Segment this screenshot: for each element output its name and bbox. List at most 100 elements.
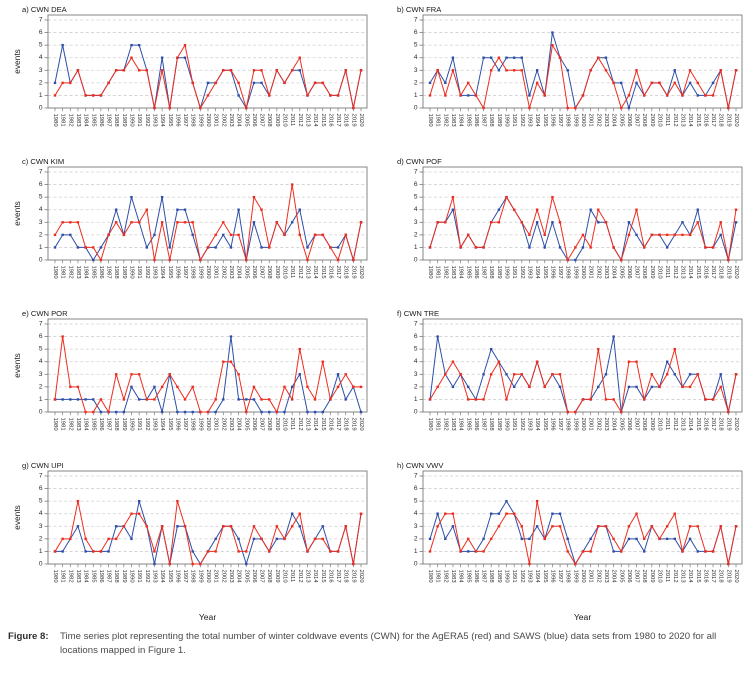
chart-cwn-tre: 0 1 2 3 4 5 6 7 1980 1981 1982 1983 1984 1985 1986 1987… xyxy=(397,309,743,431)
y-axis-labels: 0 1 2 3 4 5 6 7 xyxy=(414,169,423,264)
svg-text:1986: 1986 xyxy=(98,114,104,128)
svg-text:1986: 1986 xyxy=(473,570,479,584)
svg-text:2007: 2007 xyxy=(259,418,265,431)
y-axis-labels: 0 1 2 3 4 5 6 7 xyxy=(414,473,423,568)
svg-text:6: 6 xyxy=(414,485,418,492)
svg-text:2013: 2013 xyxy=(304,114,310,128)
agera5-series-markers xyxy=(53,335,363,414)
svg-text:2014: 2014 xyxy=(312,114,318,128)
svg-text:2004: 2004 xyxy=(236,266,242,280)
saws-series-markers xyxy=(428,195,738,262)
svg-text:1993: 1993 xyxy=(526,418,532,432)
svg-text:1997: 1997 xyxy=(182,114,188,127)
svg-text:2013: 2013 xyxy=(304,418,310,432)
svg-text:2017: 2017 xyxy=(335,114,341,127)
svg-text:2019: 2019 xyxy=(350,418,356,431)
svg-text:1985: 1985 xyxy=(465,114,471,128)
svg-text:1981: 1981 xyxy=(435,570,441,583)
svg-text:2015: 2015 xyxy=(320,418,326,432)
svg-text:2019: 2019 xyxy=(350,570,356,583)
svg-text:1983: 1983 xyxy=(450,114,456,128)
svg-text:0: 0 xyxy=(39,105,43,112)
x-axis-labels: 1980 1981 1982 1983 1984 1985 1986 1987 1988 1989… xyxy=(427,412,739,431)
svg-text:1995: 1995 xyxy=(167,570,173,584)
svg-text:1994: 1994 xyxy=(159,266,165,280)
svg-text:1995: 1995 xyxy=(542,418,548,432)
svg-text:1998: 1998 xyxy=(190,114,196,128)
svg-text:2007: 2007 xyxy=(259,266,265,279)
svg-text:1984: 1984 xyxy=(458,114,464,128)
svg-text:2020: 2020 xyxy=(733,114,739,128)
svg-text:5: 5 xyxy=(39,346,43,353)
svg-text:1992: 1992 xyxy=(144,114,150,127)
svg-text:1990: 1990 xyxy=(504,570,510,584)
svg-text:2019: 2019 xyxy=(350,266,356,279)
svg-text:1984: 1984 xyxy=(458,570,464,584)
svg-text:2005: 2005 xyxy=(243,114,249,128)
svg-text:1980: 1980 xyxy=(427,266,433,280)
svg-text:1998: 1998 xyxy=(190,418,196,432)
svg-text:1999: 1999 xyxy=(572,418,578,431)
plot-border xyxy=(422,318,743,413)
svg-text:1989: 1989 xyxy=(121,266,127,279)
svg-text:2015: 2015 xyxy=(320,570,326,584)
svg-text:1989: 1989 xyxy=(121,114,127,127)
svg-text:1996: 1996 xyxy=(174,418,180,432)
svg-text:1993: 1993 xyxy=(526,266,532,280)
subplot-a-cwn-dea: 0 1 2 3 4 5 6 7 1980 1981 1982 1983 1984 1985 1986 1987… xyxy=(0,4,375,156)
svg-text:2008: 2008 xyxy=(641,266,647,280)
svg-text:2019: 2019 xyxy=(350,114,356,127)
agera5-series-markers xyxy=(53,43,363,110)
svg-text:1989: 1989 xyxy=(121,418,127,431)
svg-text:1983: 1983 xyxy=(450,570,456,584)
svg-text:3: 3 xyxy=(414,523,418,530)
svg-text:2010: 2010 xyxy=(282,114,288,128)
svg-text:1989: 1989 xyxy=(121,570,127,583)
chart-cwn-dea: 0 1 2 3 4 5 6 7 1980 1981 1982 1983 1984 1985 1986 1987… xyxy=(12,5,368,128)
svg-text:1985: 1985 xyxy=(465,418,471,432)
svg-text:0: 0 xyxy=(39,561,43,568)
svg-text:2018: 2018 xyxy=(718,418,724,432)
plot-border xyxy=(47,470,368,565)
svg-text:1991: 1991 xyxy=(511,266,517,279)
svg-text:2006: 2006 xyxy=(251,570,257,584)
svg-text:1983: 1983 xyxy=(75,570,81,584)
subplot-c-cwn-kim: 0 1 2 3 4 5 6 7 1980 1981 1982 1983 1984 1985 1986 1987… xyxy=(0,156,375,308)
svg-text:1996: 1996 xyxy=(549,570,555,584)
svg-text:2005: 2005 xyxy=(243,418,249,432)
svg-text:1996: 1996 xyxy=(174,266,180,280)
plot-border xyxy=(422,166,743,261)
svg-text:1998: 1998 xyxy=(565,570,571,584)
subplot-b-cwn-fra: 0 1 2 3 4 5 6 7 1980 1981 1982 1983 1984 1985 1986 1987… xyxy=(375,4,750,156)
subplot-title: c) CWN KIM xyxy=(22,157,64,166)
svg-text:2004: 2004 xyxy=(611,418,617,432)
svg-text:2004: 2004 xyxy=(611,266,617,280)
svg-text:1: 1 xyxy=(414,548,418,555)
svg-text:1980: 1980 xyxy=(427,114,433,128)
y-axis-labels: 0 1 2 3 4 5 6 7 xyxy=(39,17,48,112)
svg-text:2002: 2002 xyxy=(595,114,601,127)
svg-text:2012: 2012 xyxy=(672,266,678,279)
svg-text:2017: 2017 xyxy=(710,418,716,431)
svg-text:2010: 2010 xyxy=(282,266,288,280)
svg-text:1993: 1993 xyxy=(526,570,532,584)
svg-text:1986: 1986 xyxy=(98,418,104,432)
svg-text:1982: 1982 xyxy=(67,418,73,431)
figure-caption: Figure 8: Time series plot representing … xyxy=(8,630,740,659)
svg-text:1985: 1985 xyxy=(90,570,96,584)
svg-text:7: 7 xyxy=(414,169,418,176)
svg-text:2009: 2009 xyxy=(649,114,655,127)
svg-text:1988: 1988 xyxy=(488,114,494,128)
svg-text:2000: 2000 xyxy=(205,570,211,584)
svg-text:1: 1 xyxy=(39,396,43,403)
saws-series-markers xyxy=(53,43,363,110)
svg-text:0: 0 xyxy=(414,409,418,416)
svg-text:1985: 1985 xyxy=(90,418,96,432)
svg-text:1981: 1981 xyxy=(60,114,66,127)
svg-text:3: 3 xyxy=(39,67,43,74)
chart-cwn-vwv: 0 1 2 3 4 5 6 7 1980 1981 1982 1983 1984 1985 1986 1987… xyxy=(397,461,743,622)
svg-text:2018: 2018 xyxy=(718,570,724,584)
svg-text:2018: 2018 xyxy=(718,266,724,280)
svg-text:2007: 2007 xyxy=(259,114,265,127)
svg-text:1998: 1998 xyxy=(565,418,571,432)
